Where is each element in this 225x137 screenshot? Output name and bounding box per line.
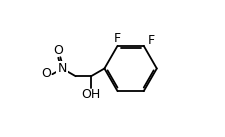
Text: F: F	[113, 32, 120, 45]
Text: O: O	[41, 67, 51, 80]
Text: O: O	[53, 44, 63, 57]
Text: OH: OH	[81, 88, 101, 101]
Text: F: F	[148, 34, 155, 47]
Text: N: N	[58, 62, 67, 75]
Text: N: N	[58, 62, 67, 75]
